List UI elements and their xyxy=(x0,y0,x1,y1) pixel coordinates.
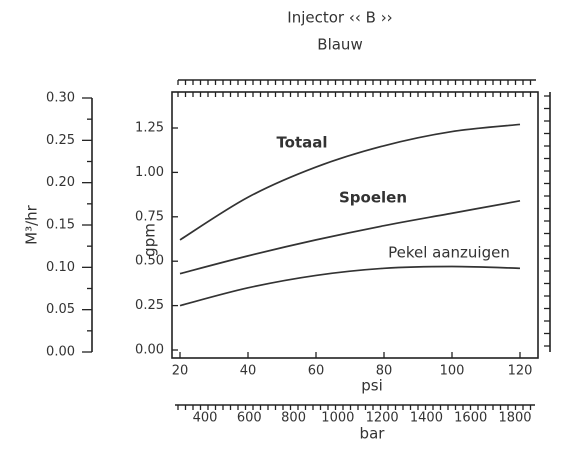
y2-tick-label: 0.15 xyxy=(46,218,75,233)
x2-tick-label: 800 xyxy=(281,411,306,426)
y2-axis-label: M³/hr xyxy=(23,204,41,245)
y2-tick-label: 0.10 xyxy=(46,260,75,275)
x-tick-label: 120 xyxy=(508,364,533,379)
x2-tick-label: 1800 xyxy=(498,411,531,426)
y2-tick-label: 0.25 xyxy=(46,133,75,148)
y2-tick-label: 0.00 xyxy=(46,345,75,360)
x2-tick-label: 400 xyxy=(193,411,218,426)
x-axis-label: psi xyxy=(361,377,383,395)
y-tick-label: 0.00 xyxy=(135,343,164,358)
x2-axis-label: bar xyxy=(360,425,386,443)
y-axis-label: gpm xyxy=(141,223,159,257)
series-line xyxy=(179,123,521,241)
x-tick-label: 80 xyxy=(376,364,393,379)
x2-tick-label: 600 xyxy=(237,411,262,426)
x2-tick-label: 1000 xyxy=(321,411,354,426)
y2-tick-label: 0.30 xyxy=(46,91,75,106)
plot-frame xyxy=(171,91,539,359)
y-tick-label: 0.25 xyxy=(135,298,164,313)
x-tick-label: 40 xyxy=(240,364,257,379)
x-tick-label: 20 xyxy=(172,364,189,379)
series-label: Pekel aanzuigen xyxy=(388,244,510,262)
y-tick-label: 0.75 xyxy=(135,209,164,224)
series-label: Totaal xyxy=(276,134,327,152)
y-tick-label: 1.00 xyxy=(135,165,164,180)
chart-title: Injector ‹‹ B ›› xyxy=(287,9,392,27)
series-label: Spoelen xyxy=(339,189,407,207)
y-tick-label: 0.50 xyxy=(135,254,164,269)
series-line xyxy=(179,265,521,307)
x2-tick-label: 1200 xyxy=(366,411,399,426)
y2-tick-label: 0.05 xyxy=(46,302,75,317)
y2-tick-label: 0.20 xyxy=(46,175,75,190)
x-tick-label: 60 xyxy=(308,364,325,379)
x2-tick-label: 1400 xyxy=(410,411,443,426)
y-tick-label: 1.25 xyxy=(135,121,164,136)
series-line xyxy=(179,199,521,275)
x2-tick-label: 1600 xyxy=(454,411,487,426)
x-tick-label: 100 xyxy=(440,364,465,379)
chart-subtitle: Blauw xyxy=(317,36,362,54)
